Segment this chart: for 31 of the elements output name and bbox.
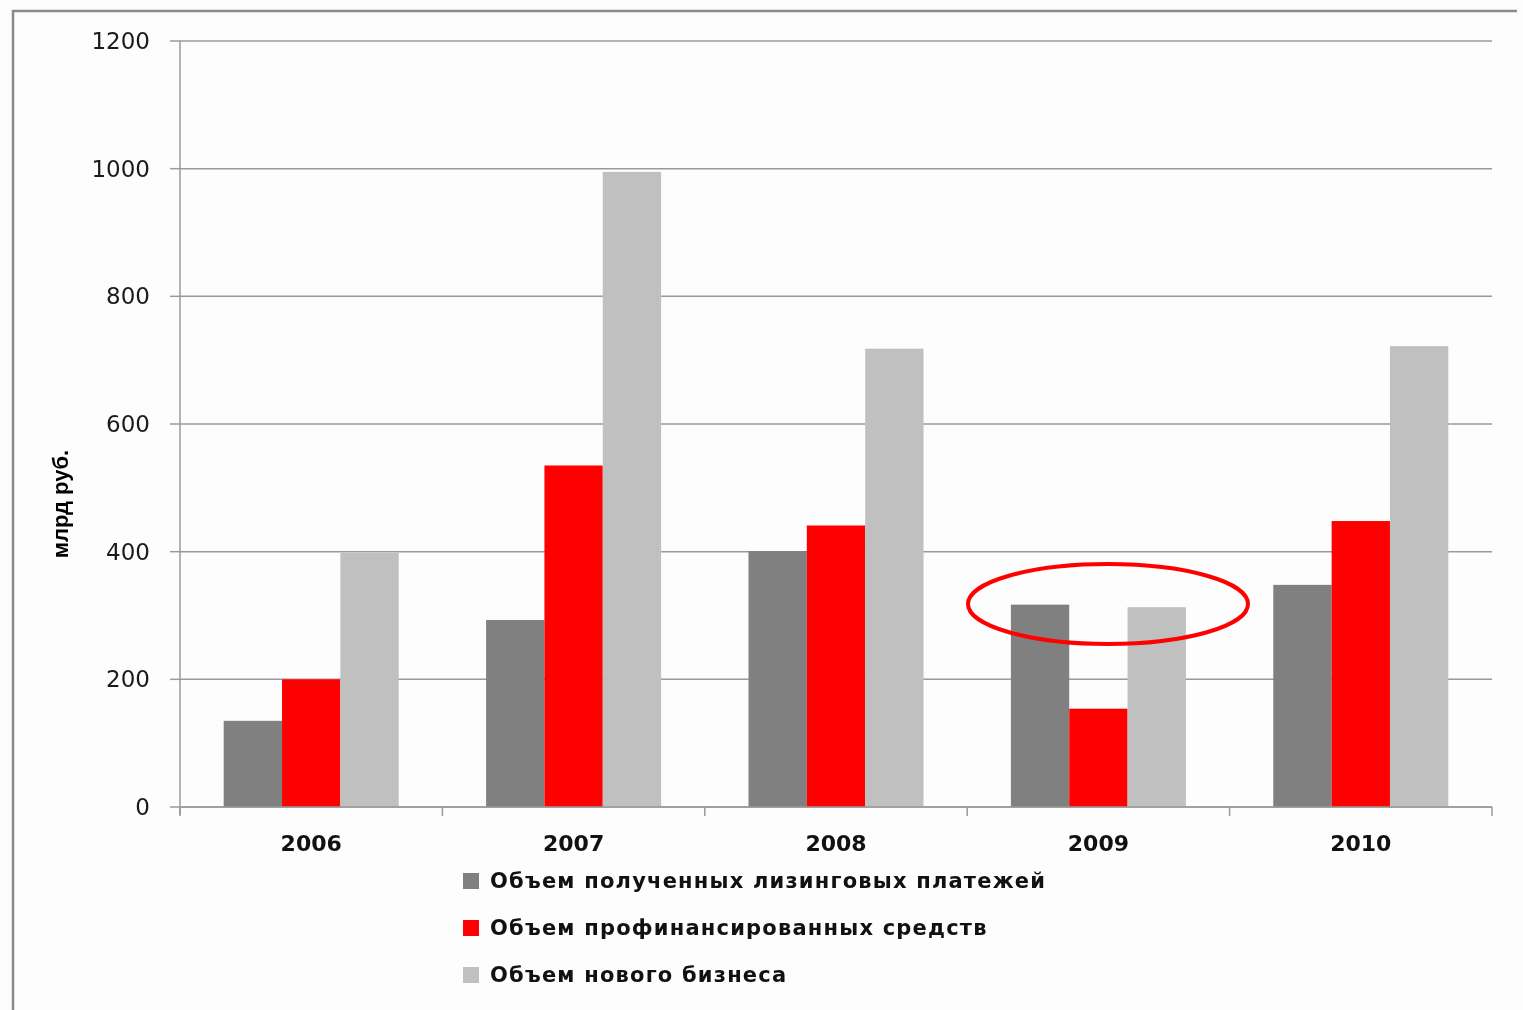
y-tick-label: 400 bbox=[106, 538, 150, 565]
bar bbox=[1389, 346, 1449, 807]
bar bbox=[340, 552, 399, 807]
legend-label: Объем полученных лизинговых платежей bbox=[490, 869, 1047, 893]
x-tick-label: 2010 bbox=[1330, 830, 1392, 856]
bar bbox=[1273, 584, 1332, 807]
y-axis-title: млрд руб. bbox=[47, 449, 73, 559]
x-tick-label: 2006 bbox=[280, 830, 342, 856]
bar bbox=[806, 525, 866, 807]
bar bbox=[223, 720, 283, 807]
bar bbox=[1010, 604, 1070, 807]
bar bbox=[1127, 607, 1186, 807]
y-tick-label: 1000 bbox=[91, 155, 150, 182]
bar bbox=[602, 171, 662, 807]
legend-label: Объем нового бизнеса bbox=[490, 963, 788, 987]
bar bbox=[1069, 708, 1128, 807]
x-tick-label: 2007 bbox=[542, 830, 605, 856]
bar bbox=[486, 619, 545, 807]
y-tick-label: 1200 bbox=[91, 28, 150, 54]
legend-label: Объем профинансированных средств bbox=[490, 916, 988, 940]
y-tick-label: 200 bbox=[106, 666, 150, 693]
bar bbox=[282, 679, 341, 807]
bar bbox=[865, 348, 924, 807]
y-tick-label: 0 bbox=[135, 794, 150, 820]
bar bbox=[748, 551, 807, 807]
y-tick-label: 600 bbox=[106, 411, 150, 437]
x-tick-label: 2009 bbox=[1067, 830, 1130, 856]
bar bbox=[1331, 521, 1390, 807]
bar bbox=[544, 465, 603, 807]
y-tick-label: 800 bbox=[106, 283, 150, 310]
x-tick-label: 2008 bbox=[805, 830, 867, 856]
